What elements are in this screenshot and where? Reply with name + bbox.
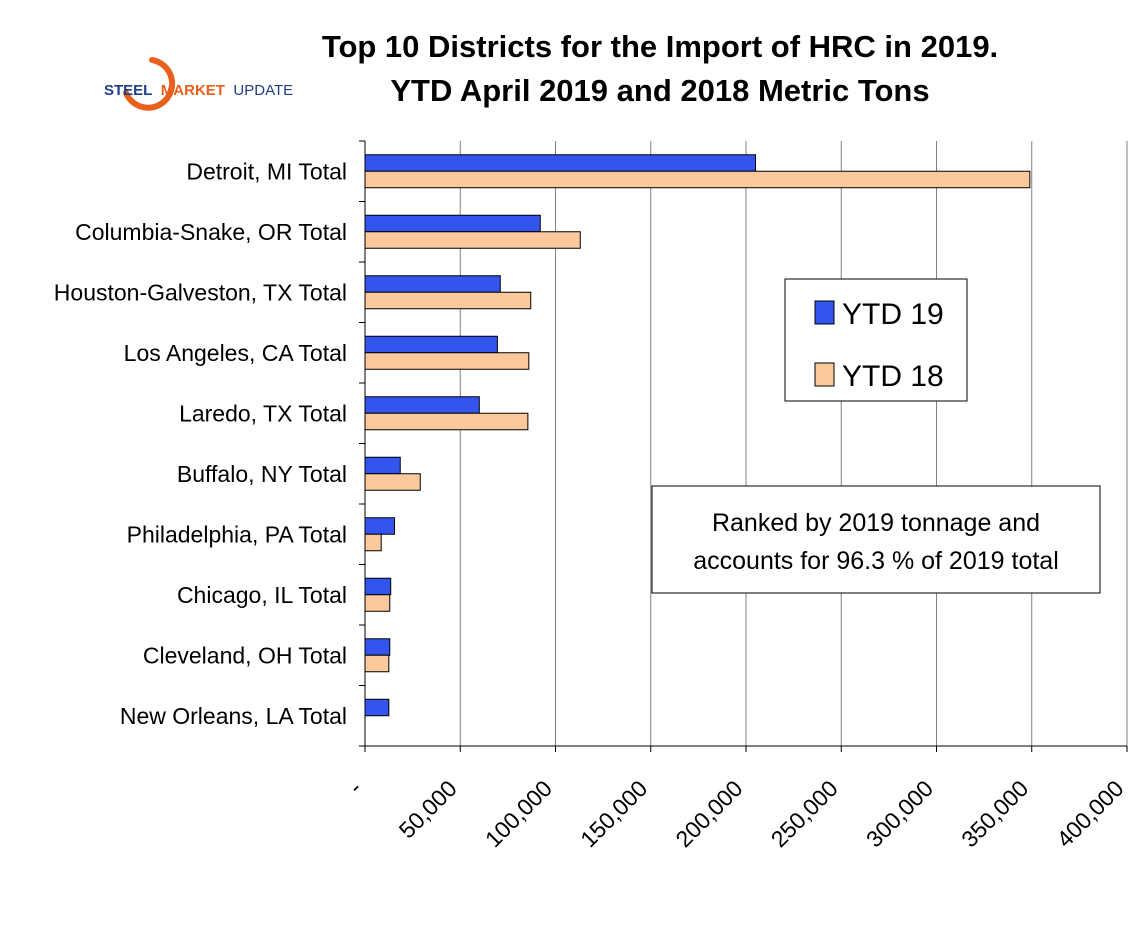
x-tick-label: 250,000 <box>766 775 843 852</box>
category-label: Columbia-Snake, OR Total <box>75 219 347 245</box>
bar-ytd19 <box>364 335 498 354</box>
x-tick-label: 150,000 <box>575 775 652 852</box>
x-tick-label: 350,000 <box>956 775 1033 852</box>
x-tick-label: 100,000 <box>480 775 557 852</box>
chart-title-line2: YTD April 2019 and 2018 Metric Tons <box>390 73 929 108</box>
bar-ytd18 <box>364 412 529 431</box>
legend-label-ytd18: YTD 18 <box>842 360 944 393</box>
bar-ytd18 <box>364 231 581 249</box>
annotation-line1: Ranked by 2019 tonnage and <box>712 509 1040 537</box>
bar-ytd18 <box>364 533 382 552</box>
bar-ytd19 <box>364 638 391 656</box>
bar-ytd19 <box>364 396 480 414</box>
legend-swatch-ytd19 <box>814 300 835 325</box>
axes <box>359 140 1128 752</box>
category-label: Buffalo, NY Total <box>177 461 347 487</box>
category-label: Houston-Galveston, TX Total <box>54 279 347 305</box>
chart-title-line1: Top 10 Districts for the Import of HRC i… <box>322 29 998 64</box>
x-tick-labels: - 50,000 100,000 150,000 200,000 250,000 300,0… <box>343 775 1129 852</box>
logo-swoosh-icon <box>123 57 176 111</box>
bar-ytd18 <box>364 473 421 491</box>
annotation: Ranked by 2019 tonnage and accounts for … <box>651 485 1101 594</box>
x-tick-label: 200,000 <box>670 775 747 852</box>
x-tick-label: - <box>343 775 367 799</box>
category-label: Philadelphia, PA Total <box>127 521 347 547</box>
bar-ytd18 <box>364 594 391 612</box>
legend: YTD 19 YTD 18 <box>784 278 968 402</box>
svg-text:STEEL MARKET UPDAT: STEEL MARKET UPDATE <box>104 82 293 99</box>
annotation-box <box>651 485 1101 594</box>
x-tick-label: 50,000 <box>394 775 462 843</box>
category-label: Laredo, TX Total <box>179 400 347 426</box>
category-label: Cleveland, OH Total <box>143 642 347 668</box>
bar-ytd19 <box>364 577 392 596</box>
x-tick-label: 300,000 <box>861 775 938 852</box>
category-label: Detroit, MI Total <box>186 158 347 184</box>
bar-ytd19 <box>364 698 390 717</box>
annotation-line2: accounts for 96.3 % of 2019 total <box>693 547 1059 575</box>
logo-word-steel: STEEL <box>104 82 152 99</box>
steel-market-update-logo: STEEL MARKET UPDATE <box>104 57 293 111</box>
bar-ytd19 <box>364 456 401 475</box>
bar-ytd19 <box>364 154 757 172</box>
category-label: Chicago, IL Total <box>177 582 347 608</box>
bar-ytd18 <box>364 654 390 673</box>
bar-ytd19 <box>364 214 541 233</box>
category-labels: Detroit, MI Total Columbia-Snake, OR Tota… <box>54 158 347 729</box>
legend-label-ytd19: YTD 19 <box>842 298 944 331</box>
category-label: New Orleans, LA Total <box>120 703 347 729</box>
x-tick-label: 400,000 <box>1051 775 1128 852</box>
bar-ytd19 <box>364 275 501 293</box>
legend-swatch-ytd18 <box>814 362 835 387</box>
logo-word-market: MARKET <box>161 82 225 99</box>
category-label: Los Angeles, CA Total <box>124 340 347 366</box>
bar-ytd19 <box>364 517 396 535</box>
bar-ytd18 <box>364 352 530 370</box>
bar-ytd18 <box>364 170 1031 189</box>
bars <box>364 154 1031 717</box>
bar-ytd18 <box>364 291 532 310</box>
logo-word-update: UPDATE <box>233 82 293 99</box>
